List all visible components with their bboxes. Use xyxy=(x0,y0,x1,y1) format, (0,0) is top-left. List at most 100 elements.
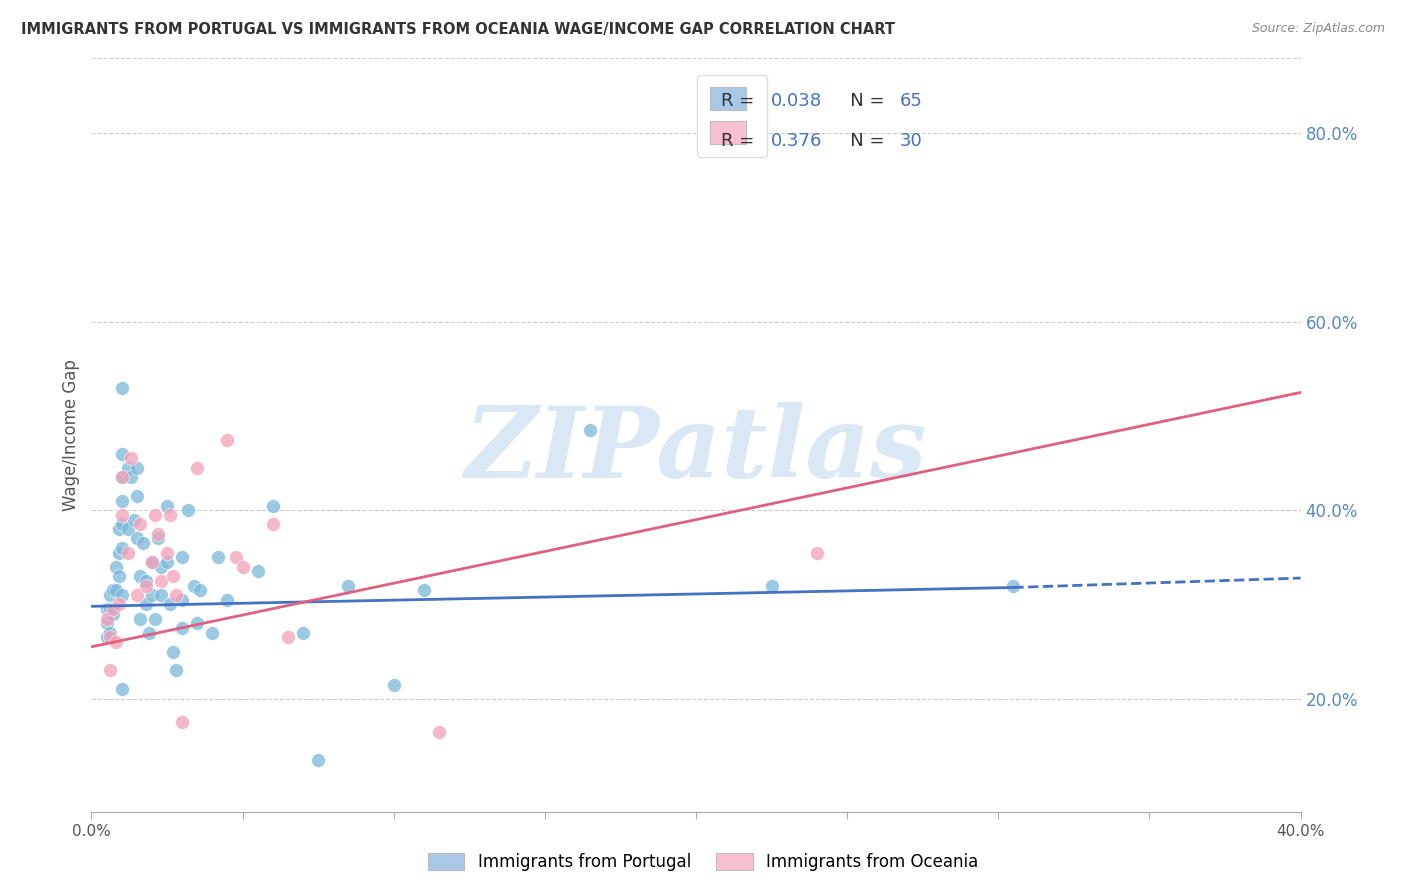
Point xyxy=(141,588,163,602)
Point xyxy=(125,588,148,602)
Point xyxy=(262,499,284,513)
Point xyxy=(149,574,172,588)
Text: N =: N = xyxy=(832,132,890,150)
Point xyxy=(579,423,602,437)
Point xyxy=(177,503,200,517)
Point xyxy=(111,588,132,602)
Point xyxy=(98,588,121,602)
Point xyxy=(125,460,148,475)
Point xyxy=(761,579,783,593)
Point xyxy=(806,546,828,560)
Point xyxy=(107,569,129,583)
Point xyxy=(165,588,187,602)
Point xyxy=(413,583,436,598)
Text: N =: N = xyxy=(832,92,890,110)
Point xyxy=(135,579,157,593)
Point xyxy=(101,607,124,621)
Point xyxy=(132,536,155,550)
Point xyxy=(162,569,184,583)
Point xyxy=(146,532,169,546)
Point xyxy=(183,579,205,593)
Point xyxy=(149,559,172,574)
Point xyxy=(122,513,145,527)
Point xyxy=(143,611,166,625)
Legend: , : , xyxy=(697,75,768,157)
Point xyxy=(128,611,150,625)
Point xyxy=(201,625,224,640)
Point xyxy=(111,447,132,461)
Text: Source: ZipAtlas.com: Source: ZipAtlas.com xyxy=(1251,22,1385,36)
Point xyxy=(98,664,121,678)
Point xyxy=(125,532,148,546)
Point xyxy=(172,621,194,635)
Y-axis label: Wage/Income Gap: Wage/Income Gap xyxy=(62,359,80,511)
Point xyxy=(98,631,121,645)
Point xyxy=(111,493,132,508)
Text: 0.038: 0.038 xyxy=(772,92,823,110)
Point xyxy=(186,460,208,475)
Point xyxy=(135,598,157,612)
Text: R =: R = xyxy=(720,92,765,110)
Point xyxy=(162,644,184,658)
Point xyxy=(159,508,181,522)
Point xyxy=(217,433,239,447)
Text: 0.376: 0.376 xyxy=(772,132,823,150)
Point xyxy=(96,611,118,625)
Point xyxy=(107,546,129,560)
Point xyxy=(141,555,163,569)
Point xyxy=(96,602,118,616)
Point xyxy=(141,555,163,569)
Point xyxy=(156,499,179,513)
Point xyxy=(111,470,132,484)
Point xyxy=(188,583,211,598)
Point xyxy=(156,546,179,560)
Point xyxy=(101,583,124,598)
Point xyxy=(149,588,172,602)
Point xyxy=(96,616,118,631)
Point xyxy=(104,559,127,574)
Point xyxy=(104,583,127,598)
Point xyxy=(98,602,121,616)
Point xyxy=(146,526,169,541)
Point xyxy=(156,555,179,569)
Point xyxy=(138,625,160,640)
Point xyxy=(111,508,132,522)
Point xyxy=(172,715,194,730)
Point xyxy=(307,753,329,767)
Point xyxy=(111,541,132,555)
Point xyxy=(117,546,139,560)
Point xyxy=(104,635,127,649)
Point xyxy=(107,598,129,612)
Point xyxy=(135,574,157,588)
Point xyxy=(382,677,405,691)
Point xyxy=(217,592,239,607)
Point xyxy=(117,522,139,536)
Text: 65: 65 xyxy=(900,92,922,110)
Text: ZIPatlas: ZIPatlas xyxy=(465,401,927,498)
Point xyxy=(231,559,253,574)
Point xyxy=(337,579,360,593)
Point xyxy=(262,517,284,532)
Point xyxy=(128,569,150,583)
Point xyxy=(172,550,194,565)
Point xyxy=(111,517,132,532)
Text: R =: R = xyxy=(720,132,765,150)
Point xyxy=(207,550,229,565)
Point xyxy=(1002,579,1025,593)
Point xyxy=(120,451,142,466)
Text: IMMIGRANTS FROM PORTUGAL VS IMMIGRANTS FROM OCEANIA WAGE/INCOME GAP CORRELATION : IMMIGRANTS FROM PORTUGAL VS IMMIGRANTS F… xyxy=(21,22,896,37)
Point xyxy=(111,682,132,697)
Point xyxy=(128,517,150,532)
Point xyxy=(277,631,299,645)
Point xyxy=(225,550,247,565)
Point xyxy=(107,522,129,536)
Point xyxy=(120,470,142,484)
Point xyxy=(246,565,269,579)
Point xyxy=(111,470,132,484)
Point xyxy=(292,625,315,640)
Point xyxy=(117,460,139,475)
Point xyxy=(101,602,124,616)
Point xyxy=(98,625,121,640)
Point xyxy=(165,664,187,678)
Point xyxy=(159,598,181,612)
